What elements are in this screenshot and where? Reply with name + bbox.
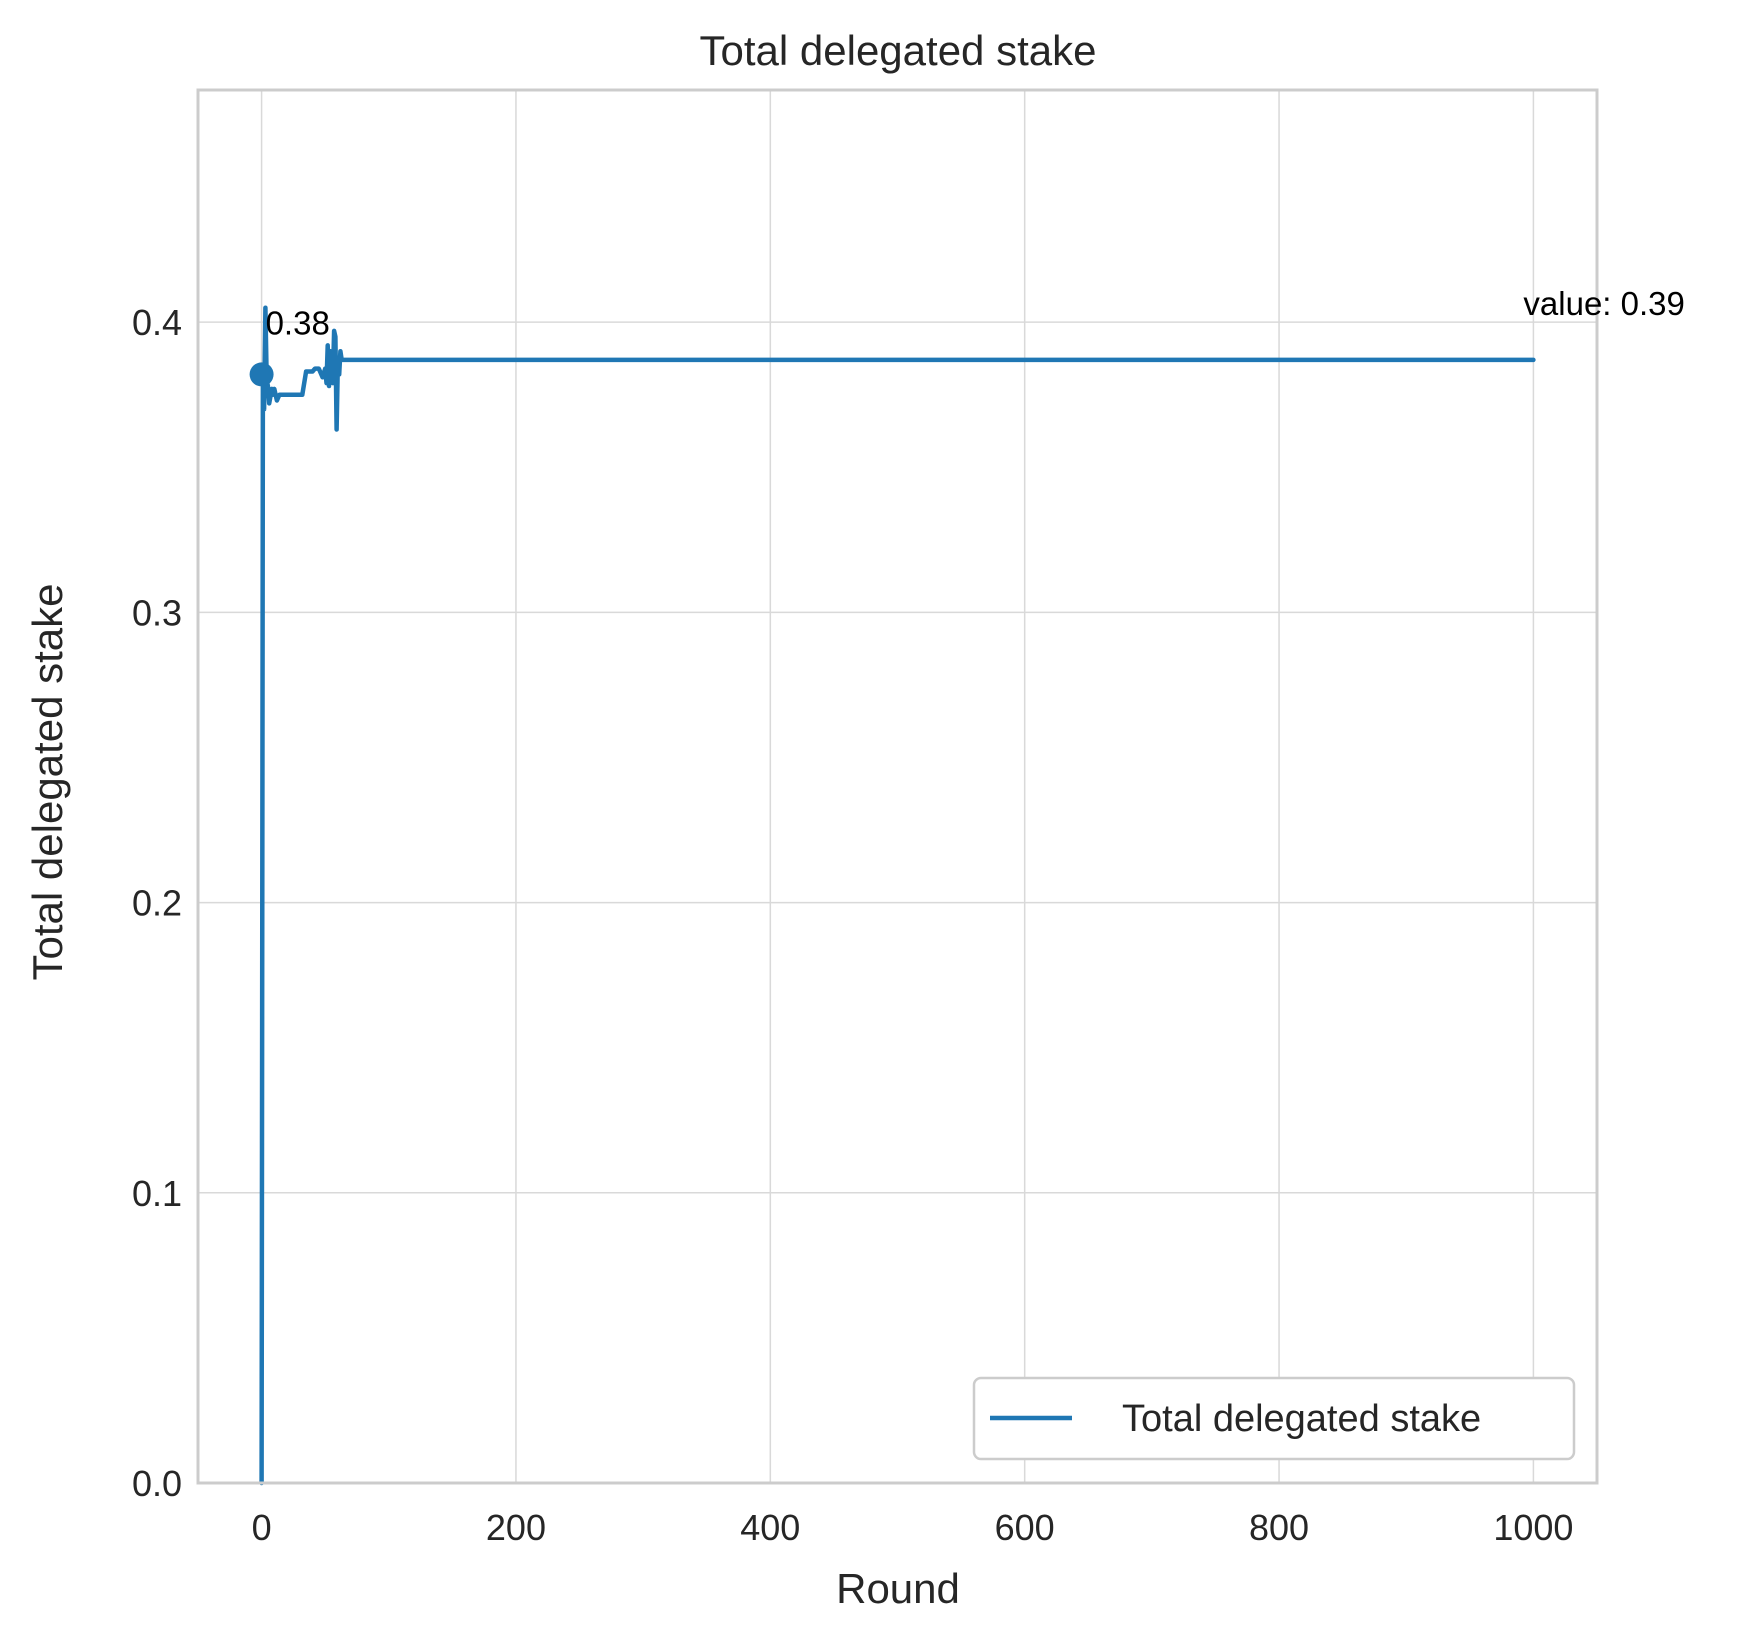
annotations: 0.38 value: 0.39	[266, 285, 1685, 342]
y-tick-label: 0.1	[132, 1173, 182, 1214]
chart-title: Total delegated stake	[700, 27, 1097, 74]
series-layer	[249, 305, 1536, 1486]
y-tick-labels: 0.0 0.1 0.2 0.3 0.4	[132, 302, 182, 1504]
y-tick-label: 0.4	[132, 302, 182, 343]
y-tick-label: 0.3	[132, 592, 182, 633]
legend-box	[972, 1376, 1576, 1461]
legend: Total delegated stake	[972, 1376, 1576, 1461]
data-point-marker	[249, 362, 274, 387]
end-value-annotation: value: 0.39	[1523, 285, 1684, 322]
x-tick-label: 0	[252, 1507, 272, 1548]
grid-lines	[198, 90, 1597, 1484]
y-tick-label: 0.0	[132, 1463, 182, 1504]
x-tick-label: 400	[740, 1507, 800, 1548]
x-axis-label: Round	[836, 1565, 960, 1612]
y-axis-label: Total delegated stake	[24, 584, 71, 981]
data-label: 0.38	[266, 304, 330, 341]
plot-frame	[196, 88, 1599, 1485]
x-tick-label: 600	[995, 1507, 1055, 1548]
x-tick-label: 800	[1249, 1507, 1309, 1548]
x-tick-label: 200	[486, 1507, 546, 1548]
legend-entry-label: Total delegated stake	[1122, 1398, 1481, 1440]
x-tick-label: 1000	[1493, 1507, 1573, 1548]
x-tick-labels: 0 200 400 600 800 1000	[252, 1507, 1574, 1548]
series-line	[259, 305, 1536, 1486]
y-tick-label: 0.2	[132, 883, 182, 924]
